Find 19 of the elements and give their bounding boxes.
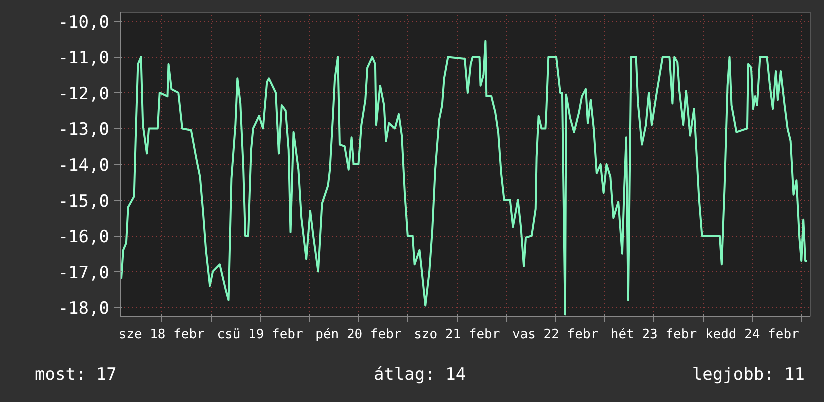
x-tick-label: vas 22 febr (512, 328, 599, 342)
text: legjobb: 11 (692, 364, 805, 387)
x-tick-label: sze 18 febr (118, 328, 206, 342)
text: most: 17 (35, 364, 117, 387)
x-tick-label: pén 20 febr (316, 328, 402, 342)
y-tick-label: -10,0 (58, 12, 110, 33)
x-tick-label: hét 23 febr (610, 328, 698, 342)
y-tick-label: -11,0 (58, 48, 110, 69)
y-tick-label: -15,0 (58, 192, 110, 212)
x-tick-label: csü 19 febr (217, 328, 304, 342)
y-tick-label: -16,0 (58, 228, 110, 248)
y-tick-label: -18,0 (58, 299, 110, 320)
text: átlag: 14 (374, 364, 466, 387)
y-tick-label: -13,0 (58, 120, 110, 140)
x-tick-label: szo 21 febr (414, 328, 500, 342)
y-tick-label: -14,0 (58, 156, 110, 176)
y-tick-label: -17,0 (58, 263, 110, 284)
x-tick-label: kedd 24 febr (705, 328, 800, 342)
y-tick-label: -12,0 (58, 84, 110, 104)
